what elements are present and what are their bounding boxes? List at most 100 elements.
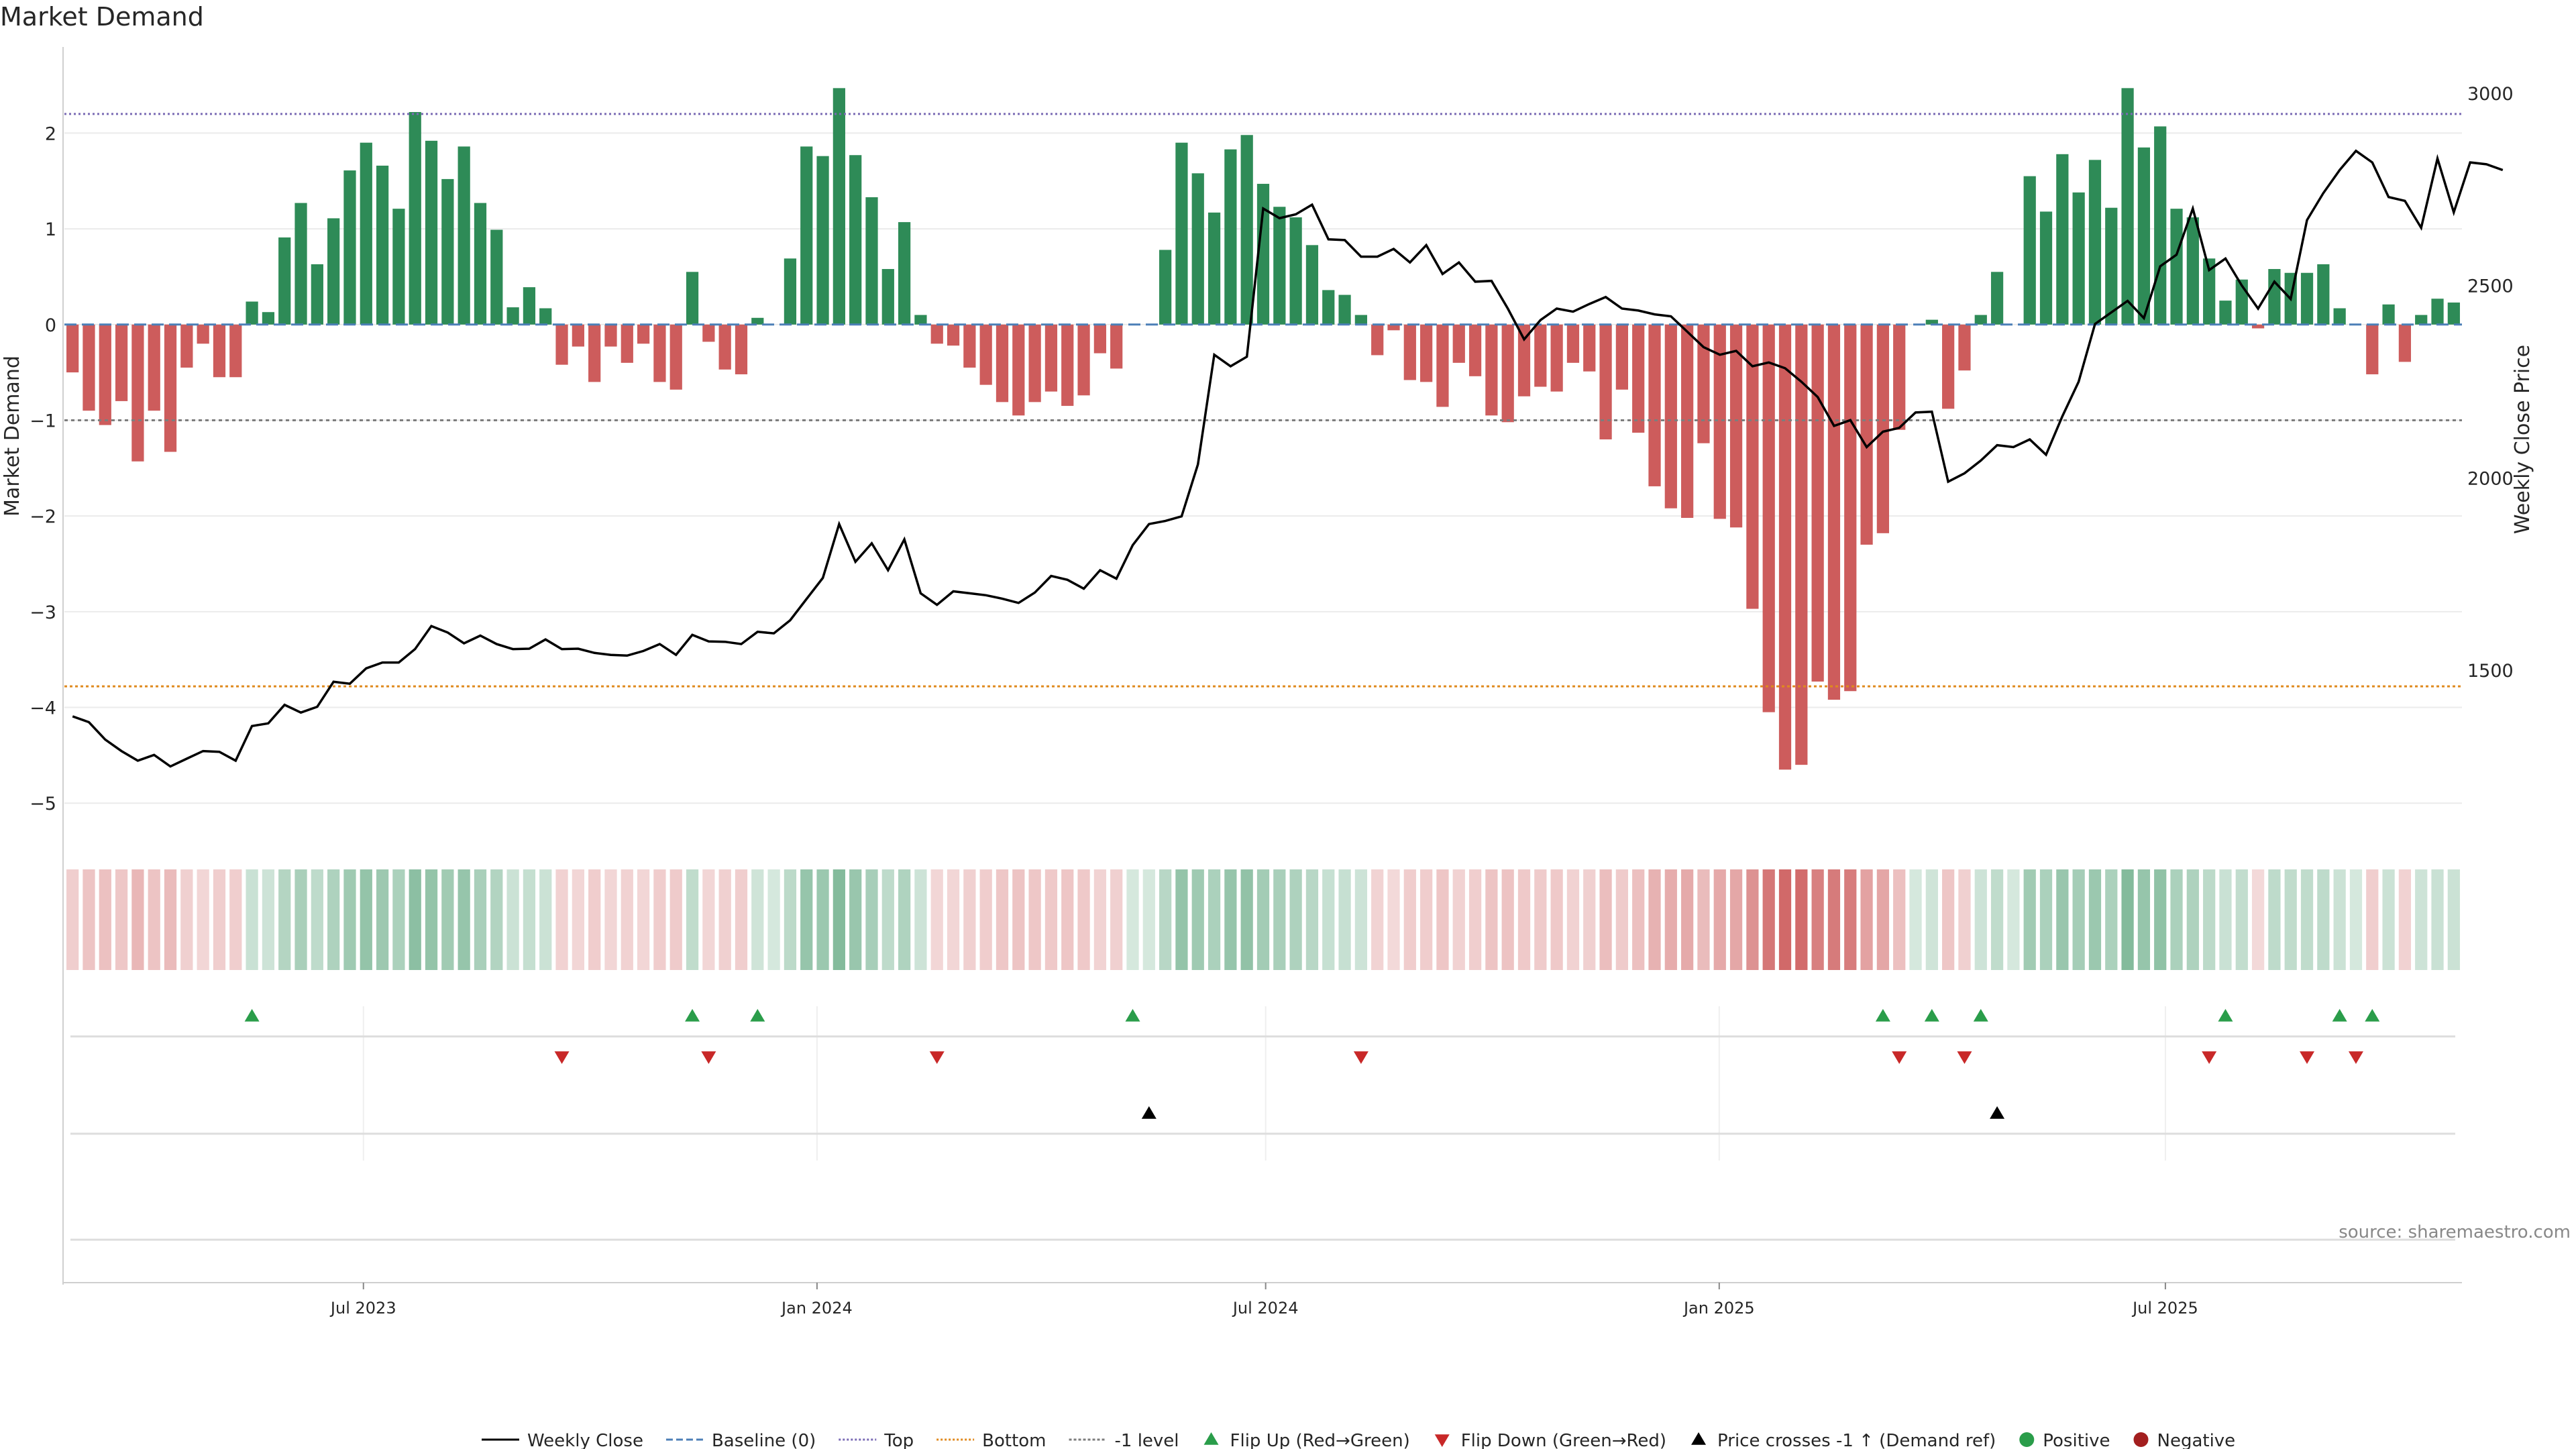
demand-bar-negative (1958, 324, 1971, 371)
heat-cell (1012, 869, 1025, 970)
demand-bar-positive (376, 165, 389, 325)
demand-bar-negative (1436, 324, 1449, 407)
heat-cell (816, 869, 829, 970)
heat-cell (1403, 869, 1416, 970)
demand-bar-negative (1387, 324, 1400, 331)
heat-cell (2268, 869, 2281, 970)
demand-bar-positive (278, 237, 291, 325)
demand-bar-negative (555, 324, 568, 365)
heat-cell (294, 869, 307, 970)
demand-bar-positive (2300, 272, 2314, 325)
legend-label: Flip Up (Red→Green) (1230, 1431, 1410, 1449)
heat-cell (1550, 869, 1563, 970)
heat-cell (1420, 869, 1433, 970)
legend-label: -1 level (1115, 1431, 1179, 1449)
heat-cell (1191, 869, 1204, 970)
x-tick-label: Jan 2025 (1682, 1299, 1755, 1318)
demand-bar-negative (1762, 324, 1775, 712)
legend-swatch (2019, 1432, 2035, 1447)
demand-bar-negative (148, 324, 160, 411)
chart-title: Market Demand (0, 2, 204, 32)
heat-cell (2072, 869, 2085, 970)
demand-bar-negative (213, 324, 226, 378)
demand-bar-negative (1517, 324, 1531, 396)
heat-cell (213, 869, 226, 970)
heat-cell (1289, 869, 1302, 970)
demand-bar-negative (1028, 324, 1041, 402)
heat-cell (1387, 869, 1400, 970)
heat-cell (1273, 869, 1286, 970)
legend-swatch (1434, 1434, 1450, 1447)
demand-bar-positive (506, 307, 519, 325)
demand-bar-negative (1713, 324, 1726, 519)
demand-bar-negative (1860, 324, 1873, 545)
demand-bar-negative (621, 324, 633, 363)
heat-cell (2317, 869, 2330, 970)
demand-bar-negative (963, 324, 976, 368)
heat-cell (1044, 869, 1058, 970)
heat-cell (2251, 869, 2265, 970)
heat-cell (2039, 869, 2053, 970)
y-tick-label: 2 (45, 123, 56, 144)
heat-cell (1175, 869, 1188, 970)
demand-bar-positive (849, 155, 862, 325)
legend-label: Top (883, 1431, 914, 1449)
demand-bar-positive (1191, 173, 1204, 325)
demand-bar-positive (784, 258, 797, 325)
legend-label: Weekly Close (527, 1431, 643, 1449)
demand-bar-negative (2398, 324, 2412, 362)
heat-cell (2284, 869, 2297, 970)
demand-bar-negative (1893, 324, 1906, 430)
heat-cell (376, 869, 389, 970)
demand-bar-positive (2431, 299, 2444, 325)
demand-bar-negative (1599, 324, 1612, 439)
demand-bar-negative (572, 324, 584, 347)
heat-cell (2415, 869, 2428, 970)
heat-cell (1028, 869, 1041, 970)
demand-bar-negative (1110, 324, 1123, 369)
demand-bar-positive (2333, 308, 2346, 325)
demand-bar-positive (865, 197, 878, 325)
heat-cell (1811, 869, 1824, 970)
demand-bar-positive (2268, 269, 2281, 325)
heat-cell (1240, 869, 1253, 970)
heat-cell (425, 869, 438, 970)
heat-cell (474, 869, 487, 970)
demand-bar-negative (1583, 324, 1596, 372)
flip-up-marker (2365, 1009, 2380, 1022)
heat-cell (2349, 869, 2363, 970)
heat-cell (1925, 869, 1938, 970)
flip-down-marker (1892, 1051, 1907, 1064)
legend-item: Top (839, 1431, 914, 1449)
demand-bar-negative (164, 324, 177, 452)
heat-cell (1795, 869, 1808, 970)
heat-cell (1583, 869, 1596, 970)
heat-cell (784, 869, 797, 970)
heat-cell (2137, 869, 2151, 970)
legend-item: Flip Up (Red→Green) (1203, 1431, 1410, 1449)
heat-cell (1909, 869, 1922, 970)
heat-cell (1485, 869, 1498, 970)
demand-bar-positive (2121, 88, 2134, 325)
heat-cell (523, 869, 536, 970)
heat-cell (1681, 869, 1694, 970)
demand-bar-negative (1452, 324, 1465, 363)
flip-down-marker (1957, 1051, 1972, 1064)
demand-bar-negative (1566, 324, 1580, 363)
demand-bar-negative (930, 324, 943, 344)
heat-cell (66, 869, 79, 970)
demand-bar-positive (881, 269, 894, 325)
heat-cell (2154, 869, 2167, 970)
demand-bar-negative (1827, 324, 1841, 700)
heat-cell (115, 869, 128, 970)
demand-bar-positive (327, 218, 340, 325)
heat-cell (669, 869, 682, 970)
flip-down-marker (2202, 1051, 2217, 1064)
demand-bar-negative (718, 324, 731, 370)
heat-cell (1893, 869, 1906, 970)
demand-bar-negative (1550, 324, 1563, 392)
heat-cell (1256, 869, 1270, 970)
demand-bar-positive (2154, 126, 2167, 325)
heat-cell (2447, 869, 2460, 970)
heat-cell (800, 869, 813, 970)
